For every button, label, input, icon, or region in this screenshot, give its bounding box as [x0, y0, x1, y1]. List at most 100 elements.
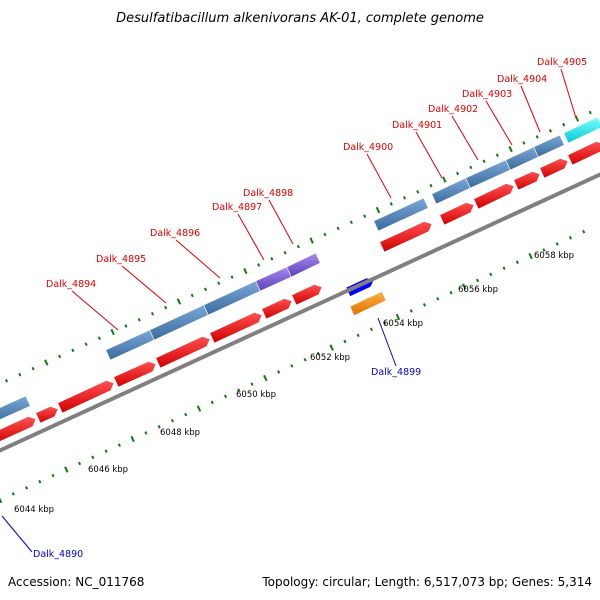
gene-labels: Dalk_4894 Dalk_4895 Dalk_4896 Dalk_4897 Dalk…: [33, 57, 587, 560]
cds-arrow-red: [379, 221, 433, 253]
scale-tick: [383, 321, 387, 325]
leader-line: [451, 115, 479, 161]
cds-arrow-red: [209, 312, 263, 344]
scale-tick: [555, 242, 559, 246]
scale-tick: [456, 171, 460, 176]
gene-label: Dalk_4904: [497, 74, 547, 85]
scale-tick: [329, 344, 334, 351]
leader-line: [268, 199, 294, 245]
scale-tick: [150, 311, 154, 316]
gene-label: Dalk_4901: [392, 120, 442, 131]
gene-label: Dalk_4902: [428, 104, 478, 115]
scale-label: 6044 kbp: [14, 505, 54, 515]
scale-tick: [97, 336, 101, 340]
gene-label: Dalk_4894: [46, 279, 96, 290]
scale-label: 6056 kbp: [458, 285, 498, 295]
scale-tick: [303, 357, 307, 362]
scale-ticks: [0, 110, 592, 504]
cds-arrow-red: [291, 284, 323, 306]
gene-label: Dalk_4890: [33, 549, 83, 560]
scale-tick: [375, 206, 381, 214]
gene-block-blue: [431, 177, 471, 205]
gene-label: Dalk_4895: [96, 254, 146, 265]
scale-tick: [217, 281, 221, 286]
scale-tick: [170, 418, 174, 423]
cds-arrow-red: [539, 158, 569, 179]
scale-tick: [157, 425, 161, 429]
scale-tick: [11, 492, 15, 496]
scale-tick: [343, 339, 347, 344]
gene-label: Dalk_4899: [371, 367, 421, 378]
scale-tick: [250, 382, 254, 386]
scale-tick: [323, 232, 327, 237]
scale-tick: [522, 141, 526, 145]
leader-line: [237, 213, 265, 261]
gene-block-cyan: [563, 116, 600, 144]
leader-line: [560, 68, 577, 119]
scale-labels: 6044 kbp 6046 kbp 6048 kbp 6050 kbp 6052 kbp…: [14, 251, 574, 515]
scale-tick: [117, 443, 121, 447]
scale-tick: [449, 290, 453, 295]
scale-tick: [416, 189, 420, 194]
scale-tick: [0, 497, 3, 504]
scale-label: 6048 kbp: [160, 428, 200, 438]
gene-block-blue: [533, 134, 565, 158]
gene-label: Dalk_4898: [243, 188, 293, 199]
cds-arrow-red: [155, 336, 211, 369]
scale-tick: [84, 342, 88, 346]
scale-tick: [190, 293, 194, 298]
scale-tick: [91, 455, 95, 460]
scale-tick: [137, 318, 141, 322]
scale-tick: [316, 351, 320, 356]
gene-block-blue: [0, 395, 31, 420]
leader-line: [71, 290, 119, 331]
scale-tick: [476, 278, 480, 283]
scale-tick: [243, 267, 248, 275]
scale-tick: [395, 313, 401, 321]
gene-block-blue: [203, 280, 261, 316]
scale-tick: [363, 214, 367, 218]
scale-tick: [588, 110, 592, 115]
scale-tick: [535, 135, 539, 139]
scale-tick: [257, 263, 261, 267]
scale-tick: [270, 257, 274, 261]
scale-tick: [38, 479, 42, 484]
scale-tick: [515, 260, 519, 264]
cds-arrow-red: [113, 361, 157, 388]
scale-tick: [528, 252, 533, 260]
leader-line: [366, 153, 392, 199]
cds-arrow-red: [0, 416, 37, 442]
scale-tick: [176, 298, 182, 305]
scale-tick: [489, 272, 493, 277]
scale-label: 6054 kbp: [383, 319, 423, 329]
scale-tick: [51, 473, 55, 478]
cds-arrow-red: [473, 183, 515, 210]
scale-tick: [130, 435, 135, 443]
cds-arrow-red: [439, 202, 475, 226]
scale-tick: [237, 388, 241, 393]
scale-tick: [349, 220, 353, 225]
scale-label: 6050 kbp: [236, 390, 276, 400]
scale-label: 6046 kbp: [88, 465, 128, 475]
scale-tick: [31, 366, 35, 371]
cds-arrow-red: [35, 406, 59, 424]
map-title: Desulfatibacillum alkenivorans AK-01, co…: [116, 11, 484, 26]
scale-tick: [64, 466, 69, 473]
gene-block-purple: [286, 252, 321, 278]
scale-tick: [369, 327, 373, 332]
scale-tick: [502, 266, 506, 271]
scale-tick: [409, 309, 413, 313]
scale-tick: [203, 287, 208, 292]
scale-tick: [18, 372, 22, 377]
leader-line: [485, 100, 513, 146]
scale-tick: [548, 129, 552, 133]
cds-arrow-red: [261, 298, 293, 320]
genome-summary-text: Topology: circular; Length: 6,517,073 bp…: [261, 575, 592, 589]
cds-arrow-red: [57, 380, 115, 414]
scale-tick: [24, 486, 29, 490]
gene-block-blue: [149, 304, 209, 341]
scale-label: 6052 kbp: [310, 353, 350, 363]
scale-tick: [508, 145, 513, 153]
scale-tick: [263, 374, 268, 382]
scale-tick: [164, 305, 168, 310]
